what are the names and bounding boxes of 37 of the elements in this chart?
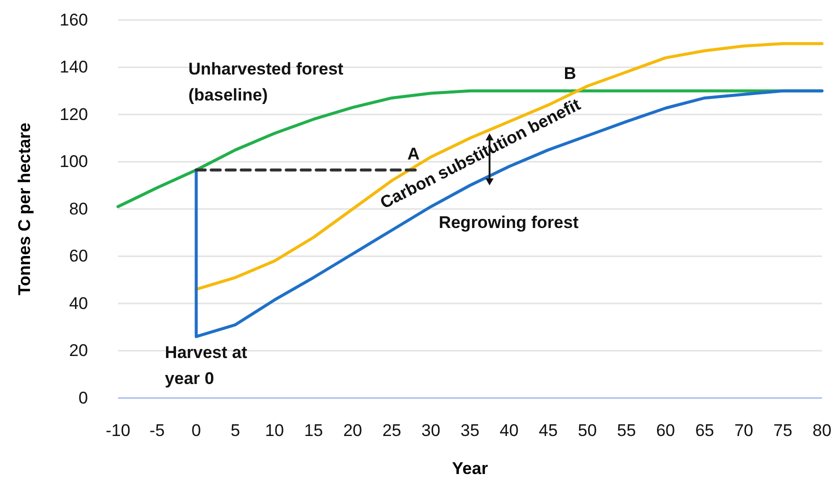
x-tick-label: 50 [578, 421, 597, 440]
x-tick-label: 20 [343, 421, 362, 440]
x-tick-label: 40 [500, 421, 519, 440]
annotation: (baseline) [188, 85, 268, 104]
x-tick-label: 5 [230, 421, 240, 440]
x-tick-label: 15 [304, 421, 324, 440]
y-tick-label: 0 [78, 388, 88, 408]
y-tick-label: 80 [69, 199, 88, 218]
x-tick-label: 35 [460, 421, 480, 440]
y-tick-label: 120 [60, 104, 88, 124]
annotation: Unharvested forest [188, 59, 344, 78]
y-tick-label: 60 [69, 246, 88, 266]
y-axis-title: Tonnes C per hectare [15, 122, 34, 296]
annotation: Regrowing forest [438, 212, 579, 232]
y-tick-label: 100 [60, 152, 88, 172]
annotation: B [564, 64, 576, 84]
x-tick-label: 65 [695, 421, 714, 440]
y-tick-label: 20 [69, 341, 88, 360]
x-tick-label: 0 [191, 421, 201, 440]
annotation: A [407, 144, 420, 164]
y-tick-label: 140 [60, 58, 88, 77]
x-axis-title: Year [452, 459, 488, 478]
x-tick-label: 60 [656, 421, 676, 440]
x-tick-label: 55 [616, 421, 636, 440]
x-tick-label: 25 [382, 421, 402, 440]
annotation: year 0 [164, 368, 214, 388]
annotation: Harvest at [164, 342, 248, 362]
x-tick-label: 70 [734, 421, 754, 440]
x-tick-label: 45 [538, 421, 558, 440]
x-tick-label: 75 [773, 421, 792, 440]
y-tick-label: 40 [69, 294, 88, 313]
x-tick-label: 80 [812, 421, 832, 440]
y-tick-label: 160 [60, 10, 88, 30]
x-tick-label: 30 [421, 421, 440, 440]
x-tick-label: 10 [264, 421, 284, 440]
x-tick-label: -5 [150, 421, 165, 440]
x-tick-label: -10 [106, 421, 130, 440]
